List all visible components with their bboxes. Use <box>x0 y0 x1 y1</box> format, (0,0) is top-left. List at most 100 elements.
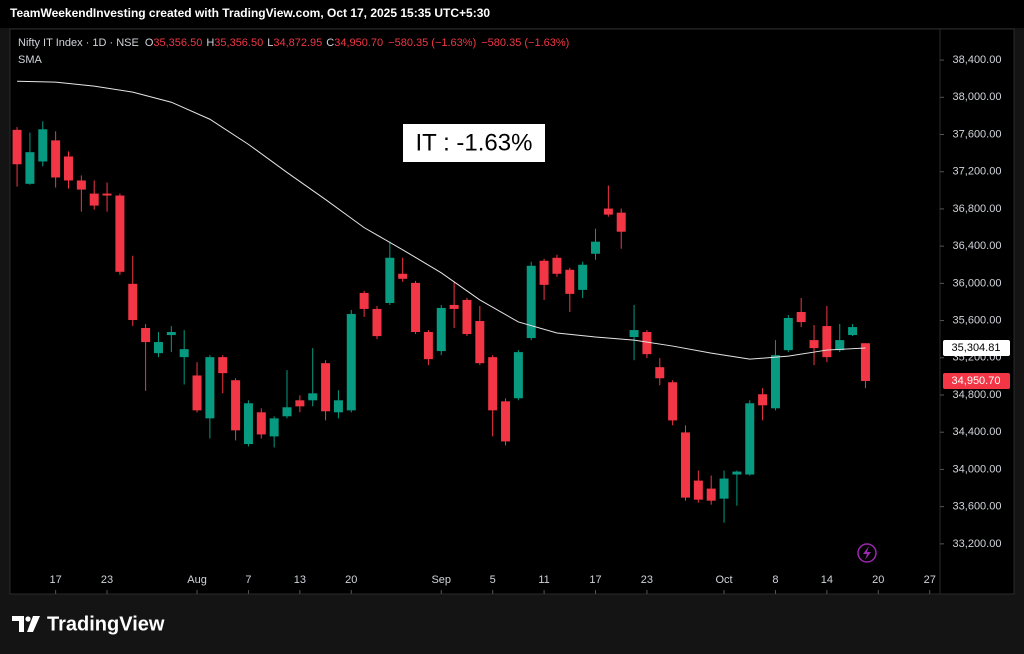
candle-body <box>89 193 99 206</box>
y-tick-label: 33,200.00 <box>953 538 1002 550</box>
candle-body <box>513 352 523 399</box>
legend-change: −580.35 (−1.63%) <box>481 37 569 49</box>
attribution: TeamWeekendInvesting created with Tradin… <box>10 6 490 20</box>
candle-body <box>745 403 755 475</box>
legend-title: Nifty IT Index · 1D · NSE <box>18 37 139 49</box>
candle-body <box>295 400 305 407</box>
candle-body <box>719 478 729 499</box>
candle-body <box>732 471 742 475</box>
candle-body <box>411 282 421 333</box>
price-label: 34,950.70 <box>952 375 1001 387</box>
candle-body <box>359 292 369 309</box>
y-tick-label: 34,000.00 <box>953 463 1002 475</box>
candle-body <box>436 307 446 352</box>
x-tick-label: 20 <box>872 574 884 586</box>
logo-mark <box>25 616 31 622</box>
y-tick-label: 33,600.00 <box>953 501 1002 513</box>
candle-body <box>629 330 639 338</box>
candle-body <box>321 363 331 412</box>
legend-key: O <box>145 37 154 49</box>
y-tick-label: 36,400.00 <box>953 240 1002 252</box>
y-tick-label: 38,000.00 <box>953 91 1002 103</box>
candle-body <box>282 407 292 417</box>
y-tick-label: 38,400.00 <box>953 54 1002 66</box>
candle-body <box>539 260 549 285</box>
candle-body <box>372 308 382 337</box>
candle-body <box>860 343 870 381</box>
y-tick-label: 37,600.00 <box>953 128 1002 140</box>
candle-body <box>680 432 690 498</box>
candle-body <box>153 342 163 354</box>
candle-body <box>616 212 626 232</box>
candle-body <box>192 375 202 411</box>
logo-text: TradingView <box>47 613 165 635</box>
y-tick-label: 35,600.00 <box>953 314 1002 326</box>
candle-body <box>256 412 266 435</box>
candle-body <box>809 340 819 349</box>
candle-body <box>796 312 806 323</box>
x-tick-label: 23 <box>641 574 653 586</box>
candle-body <box>333 400 343 413</box>
candle-body <box>166 332 176 336</box>
legend-value: 34,950.70 <box>334 37 383 49</box>
alert-icon[interactable] <box>857 543 877 563</box>
candle-body <box>770 355 780 409</box>
annotation-box <box>403 124 545 162</box>
legend-key: L <box>267 37 273 49</box>
candle-body <box>179 349 189 358</box>
x-tick-label: 23 <box>101 574 113 586</box>
x-tick-label: 7 <box>245 574 251 586</box>
x-tick-label: 14 <box>821 574 833 586</box>
x-tick-label: 27 <box>924 574 936 586</box>
x-tick-label: 17 <box>589 574 601 586</box>
candle-body <box>565 269 575 294</box>
header-bar <box>0 0 1024 28</box>
candle-body <box>243 403 253 445</box>
candle-body <box>346 313 356 411</box>
candle-body <box>758 394 768 406</box>
logo-mark <box>12 616 24 632</box>
candle-body <box>115 195 125 272</box>
annotation: IT : -1.63% <box>416 129 533 156</box>
x-tick-label: 17 <box>50 574 62 586</box>
candle-body <box>693 480 703 500</box>
candle-body <box>462 299 472 335</box>
candle-body <box>205 357 215 419</box>
candle-body <box>423 332 433 360</box>
candle-body <box>475 321 485 364</box>
candle-body <box>218 357 228 374</box>
price-label-box <box>943 340 1010 357</box>
y-tick-label: 34,400.00 <box>953 426 1002 438</box>
candle-body <box>449 304 459 309</box>
candle-body <box>269 418 279 437</box>
logo-mark <box>27 616 40 632</box>
candle-body <box>141 328 151 343</box>
legend-value: 35,356.50 <box>153 37 202 49</box>
candle-body <box>848 327 858 336</box>
y-tick-label: 37,200.00 <box>953 166 1002 178</box>
candle-body <box>128 283 138 321</box>
candle-body <box>63 156 73 181</box>
candle-body <box>603 208 613 215</box>
legend-value: 35,356.50 <box>214 37 263 49</box>
logo: TradingView <box>12 613 165 635</box>
candle-body <box>488 357 498 411</box>
candle-body <box>231 380 241 431</box>
candle-body <box>12 129 22 165</box>
price-label-box <box>943 372 1010 389</box>
candle-body <box>308 393 318 401</box>
price-label: 35,304.81 <box>952 342 1001 354</box>
y-tick-label: 36,000.00 <box>953 277 1002 289</box>
legend-key: C <box>326 37 334 49</box>
candle-body <box>668 382 678 421</box>
sma-line <box>17 80 866 360</box>
candle-body <box>706 488 716 501</box>
candle-body <box>835 340 845 351</box>
candle-body <box>578 264 588 290</box>
x-tick-label: 20 <box>345 574 357 586</box>
plot-frame <box>9 28 1015 595</box>
legend-change: −580.35 (−1.63%) <box>388 37 476 49</box>
candle-body <box>385 257 395 303</box>
